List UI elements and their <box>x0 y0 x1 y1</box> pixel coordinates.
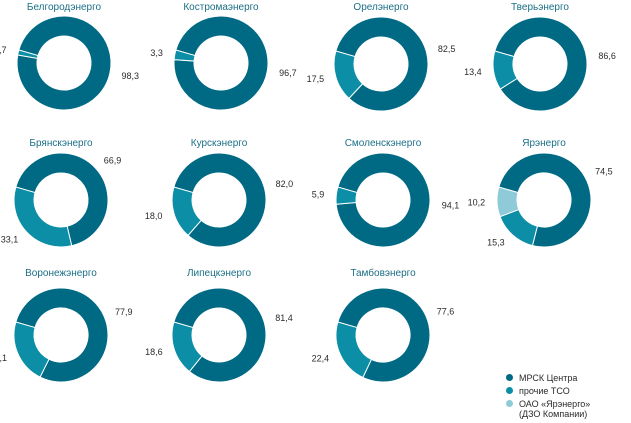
legend-label-mrsk: МРСК Центра <box>519 373 578 383</box>
chart-1: Белгородэнерго 98,3 1,7 <box>0 2 140 111</box>
chart-1-label-1: 98,3 <box>122 71 140 81</box>
chart-7-title: Смоленскэнерго <box>345 138 422 149</box>
chart-8-title: Ярэнерго <box>522 138 566 149</box>
chart-1-slice-1 <box>16 15 112 111</box>
legend-swatch-mrsk <box>506 374 513 381</box>
chart-10: Липецкэнерго 81,4 18,6 <box>145 268 293 383</box>
chart-3-label-1: 82,5 <box>438 44 456 54</box>
legend: МРСК Центра прочие ТСО ОАО «Ярэнерго» (Д… <box>506 373 631 422</box>
chart-6-slice-2 <box>171 186 202 237</box>
chart-5-label-2: 33,1 <box>1 234 19 244</box>
chart-5-slice-1 <box>15 152 109 247</box>
legend-item-tso: прочие ТСО <box>506 386 631 396</box>
legend-label-yar: ОАО «Ярэнерго» (ДЗО Компании) <box>519 399 590 419</box>
legend-label-yar-line1: ОАО «Ярэнерго» <box>519 399 591 409</box>
chart-9-slice-1 <box>15 287 109 383</box>
chart-8-label-1: 74,5 <box>595 167 613 177</box>
chart-5-label-1: 66,9 <box>104 156 122 166</box>
chart-3-slice-2 <box>333 50 364 100</box>
chart-3-title: Орелэнерго <box>353 2 409 13</box>
chart-1-title: Белгородэнерго <box>27 2 102 13</box>
chart-2-label-1: 96,7 <box>279 68 297 78</box>
chart-2: Костромаэнерго 96,7 3,3 <box>150 2 297 111</box>
chart-9-label-1: 77,9 <box>115 307 133 317</box>
chart-2-title: Костромаэнерго <box>183 2 259 13</box>
chart-11-label-2: 22,4 <box>312 354 330 364</box>
chart-4-slice-1 <box>494 16 588 112</box>
chart-7: Смоленскэнерго 94,1 5,9 <box>312 138 460 248</box>
chart-6-slice-1 <box>173 152 267 248</box>
chart-8-label-2: 15,3 <box>487 238 505 248</box>
chart-9: Воронежэнерго 77,9 22,1 <box>0 268 133 383</box>
chart-8: Ярэнерго 74,5 15,3 10,2 <box>468 138 613 248</box>
chart-11: Тамбовэнерго 77,6 22,4 <box>312 267 455 383</box>
legend-swatch-tso <box>506 387 513 394</box>
chart-7-slice-2 <box>335 186 358 205</box>
chart-8-label-3: 10,2 <box>468 197 486 207</box>
chart-3: Орелэнерго 82,5 17,5 <box>307 2 456 112</box>
legend-swatch-yar <box>506 400 513 407</box>
chart-11-title: Тамбовэнерго <box>350 267 416 279</box>
chart-9-title: Воронежэнерго <box>25 268 97 279</box>
legend-item-yar: ОАО «Ярэнерго» (ДЗО Компании) <box>506 399 631 419</box>
chart-5-slice-2 <box>13 186 73 248</box>
chart-4-label-2: 13,4 <box>464 67 482 77</box>
chart-10-label-2: 18,6 <box>145 347 163 357</box>
chart-5: Брянскэнерго 66,9 33,1 <box>1 138 122 248</box>
chart-6-label-2: 18,0 <box>145 211 163 221</box>
legend-item-mrsk: МРСК Центра <box>506 373 631 383</box>
chart-6-label-1: 82,0 <box>276 179 294 189</box>
chart-1-label-2: 1,7 <box>0 45 7 55</box>
chart-7-label-2: 5,9 <box>312 190 325 200</box>
chart-2-slice-1 <box>173 15 269 111</box>
chart-1-slice-2 <box>17 49 39 59</box>
chart-10-title: Липецкэнерго <box>187 268 252 279</box>
chart-3-slice-1 <box>335 16 429 112</box>
legend-label-yar-line2: (ДЗО Компании) <box>519 409 588 419</box>
chart-4-title: Тверьэнерго <box>511 2 569 13</box>
chart-11-slice-2 <box>335 321 373 379</box>
chart-11-label-1: 77,6 <box>437 307 455 317</box>
chart-10-slice-1 <box>173 287 267 383</box>
chart-10-label-1: 81,4 <box>275 313 293 323</box>
chart-4-slice-2 <box>492 50 518 90</box>
chart-11-slice-1 <box>337 287 431 383</box>
chart-9-slice-2 <box>13 321 50 378</box>
chart-10-slice-2 <box>171 321 203 373</box>
chart-7-slice-1 <box>335 152 431 248</box>
chart-7-label-1: 94,1 <box>442 200 460 210</box>
chart-3-label-2: 17,5 <box>307 74 325 84</box>
chart-5-title: Брянскэнерго <box>29 138 93 149</box>
chart-9-label-2: 22,1 <box>0 353 7 363</box>
chart-4: Тверьэнерго 86,6 13,4 <box>464 2 616 112</box>
chart-2-label-2: 3,3 <box>150 48 163 58</box>
chart-4-label-1: 86,6 <box>598 51 616 61</box>
chart-8-slice-3 <box>496 186 520 218</box>
chart-6: Курскэнерго 82,0 18,0 <box>145 138 294 248</box>
chart-2-slice-2 <box>173 49 196 62</box>
legend-label-tso: прочие ТСО <box>519 386 570 396</box>
chart-8-slice-1 <box>498 152 592 248</box>
chart-6-title: Курскэнерго <box>191 138 248 149</box>
